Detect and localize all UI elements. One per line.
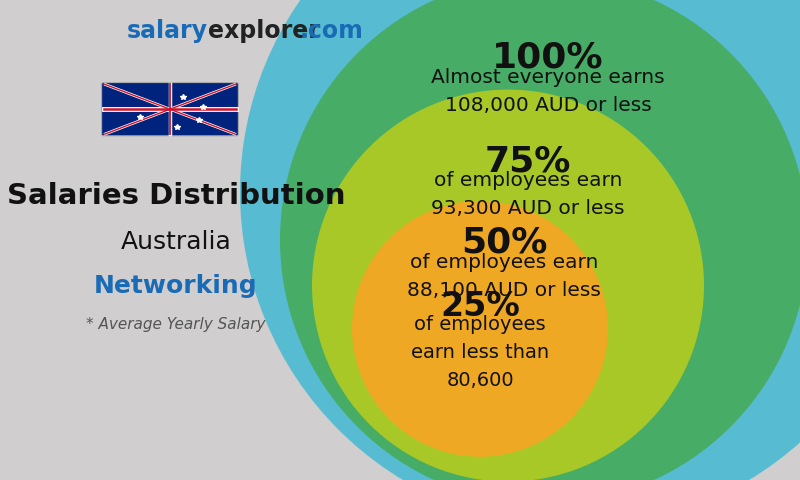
Text: of employees earn: of employees earn xyxy=(410,253,598,272)
Text: earn less than: earn less than xyxy=(411,343,549,362)
Text: of employees earn: of employees earn xyxy=(434,171,622,190)
Text: 100%: 100% xyxy=(492,41,604,75)
Text: 25%: 25% xyxy=(440,290,520,324)
Text: salary: salary xyxy=(127,19,208,43)
Text: 50%: 50% xyxy=(461,226,547,260)
Text: 75%: 75% xyxy=(485,144,571,178)
Text: Salaries Distribution: Salaries Distribution xyxy=(6,182,346,210)
Text: explorer: explorer xyxy=(208,19,320,43)
Text: .com: .com xyxy=(300,19,364,43)
Text: 93,300 AUD or less: 93,300 AUD or less xyxy=(431,199,625,218)
Ellipse shape xyxy=(240,0,800,480)
Text: Australia: Australia xyxy=(121,230,231,254)
Text: Almost everyone earns: Almost everyone earns xyxy=(431,68,665,87)
Text: 108,000 AUD or less: 108,000 AUD or less xyxy=(445,96,651,115)
Text: * Average Yearly Salary: * Average Yearly Salary xyxy=(86,317,266,332)
Text: 88,100 AUD or less: 88,100 AUD or less xyxy=(407,281,601,300)
Ellipse shape xyxy=(352,201,608,457)
Ellipse shape xyxy=(312,90,704,480)
Text: 80,600: 80,600 xyxy=(446,371,514,390)
FancyBboxPatch shape xyxy=(102,83,238,136)
Ellipse shape xyxy=(280,0,800,480)
Text: Networking: Networking xyxy=(94,274,258,298)
Text: of employees: of employees xyxy=(414,315,546,335)
